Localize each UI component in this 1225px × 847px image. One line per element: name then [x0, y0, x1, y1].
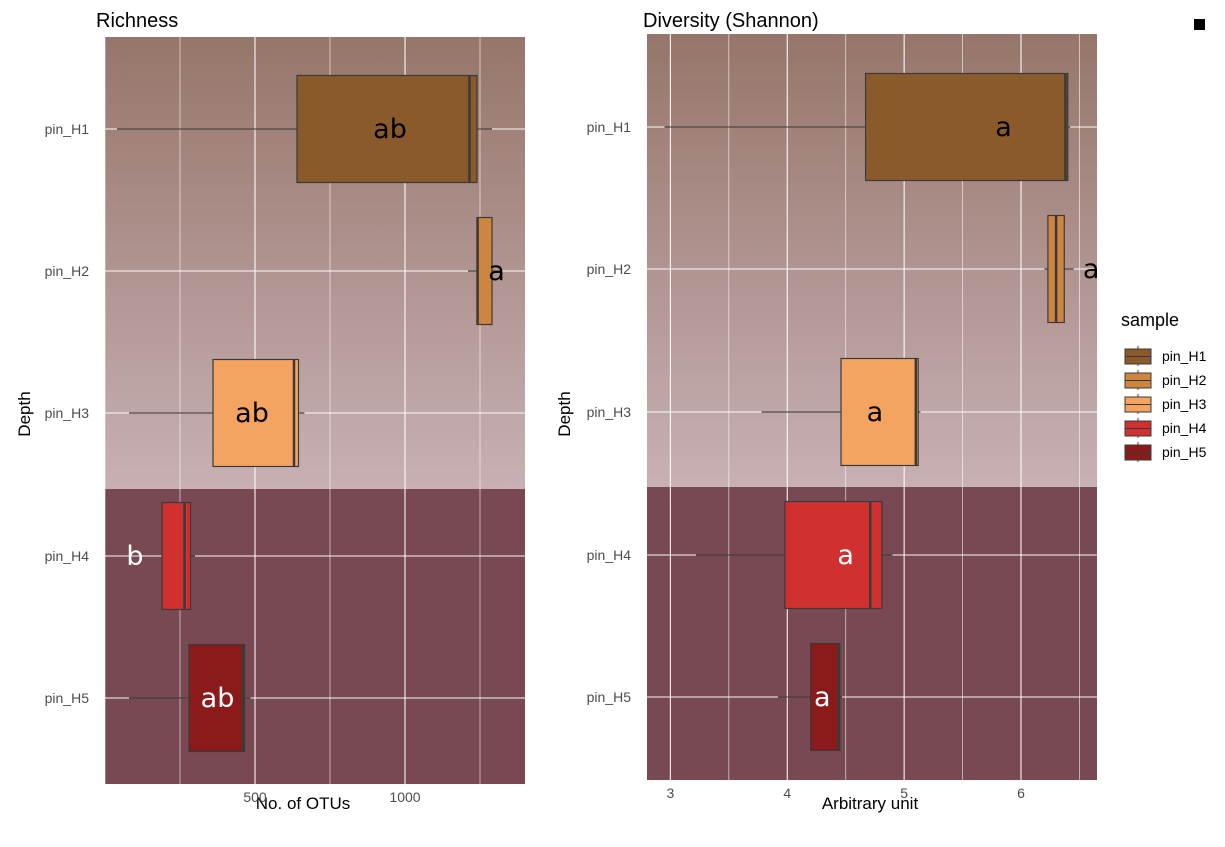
significance-letter: a [1083, 254, 1100, 285]
significance-letter: ab [201, 683, 235, 714]
legend-label: pin_H4 [1162, 420, 1207, 436]
richness-title: Richness [96, 10, 178, 32]
box-pin_H1 [117, 74, 492, 184]
y-tick-label: pin_H5 [45, 690, 90, 706]
box-pin_H3 [129, 358, 305, 468]
y-tick-label: pin_H1 [45, 121, 90, 137]
y-tick-label: pin_H5 [587, 689, 632, 705]
x-tick-label: 4 [783, 785, 791, 801]
box-body [296, 74, 478, 184]
y-tick-label: pin_H3 [45, 405, 90, 421]
y-tick-label: pin_H2 [45, 263, 90, 279]
richness-panel: ab a ab b ab Richness No. of OTUs Depth 500 1… [15, 10, 525, 813]
box-pin_H1 [664, 72, 1071, 182]
significance-letter: a [488, 256, 505, 287]
legend: sample pin_H1 pin_H2 pin_H3 pin_H4 pin_H5 [1121, 310, 1207, 462]
box-pin_H2 [468, 216, 501, 326]
box-body [784, 500, 883, 610]
box-body [161, 501, 192, 611]
significance-letter: a [837, 540, 854, 571]
legend-label: pin_H3 [1162, 396, 1207, 412]
y-tick-label: pin_H4 [587, 547, 632, 563]
y-tick-label: pin_H3 [587, 404, 632, 420]
shannon-y-axis-title: Depth [555, 391, 574, 436]
richness-y-axis-title: Depth [15, 391, 34, 436]
box-body [840, 357, 919, 467]
shannon-x-axis-title: Arbitrary unit [822, 794, 919, 813]
box-pin_H4 [696, 500, 893, 610]
box-pin_H5 [129, 643, 251, 753]
significance-letter: a [867, 397, 884, 428]
box-pin_H4 [161, 501, 195, 611]
significance-letter: ab [235, 398, 269, 429]
shannon-title: Diversity (Shannon) [643, 10, 819, 32]
legend-label: pin_H1 [1162, 348, 1207, 364]
significance-letter: b [126, 541, 143, 572]
legend-key-pin_H2 [1124, 370, 1152, 390]
legend-label: pin_H5 [1162, 444, 1207, 460]
x-tick-label: 3 [666, 785, 674, 801]
x-tick-label: 500 [243, 789, 267, 805]
y-tick-label: pin_H1 [587, 119, 632, 135]
legend-label: pin_H2 [1162, 372, 1207, 388]
box-body [864, 72, 1069, 182]
x-tick-label: 1000 [389, 789, 420, 805]
legend-key-pin_H1 [1124, 346, 1152, 366]
box-pin_H5 [777, 642, 843, 752]
legend-key-pin_H3 [1124, 394, 1152, 414]
shannon-panel: a a a a a Diversity (Shannon) Arbitrary unit… [555, 10, 1099, 813]
box-body [188, 643, 246, 753]
y-tick-label: pin_H2 [587, 261, 632, 277]
richness-x-axis-title: No. of OTUs [256, 794, 350, 813]
x-tick-label: 6 [1017, 785, 1025, 801]
significance-letter: a [814, 682, 831, 713]
corner-marker [1194, 19, 1205, 30]
box-pin_H3 [761, 357, 921, 467]
box-body [212, 358, 300, 468]
box-pin_H2 [1044, 214, 1074, 324]
significance-letter: a [995, 112, 1012, 143]
significance-letter: ab [373, 114, 407, 145]
legend-key-pin_H4 [1124, 418, 1152, 438]
legend-title: sample [1121, 310, 1179, 330]
y-tick-label: pin_H4 [45, 548, 90, 564]
x-tick-label: 5 [900, 785, 908, 801]
legend-key-pin_H5 [1124, 442, 1152, 462]
